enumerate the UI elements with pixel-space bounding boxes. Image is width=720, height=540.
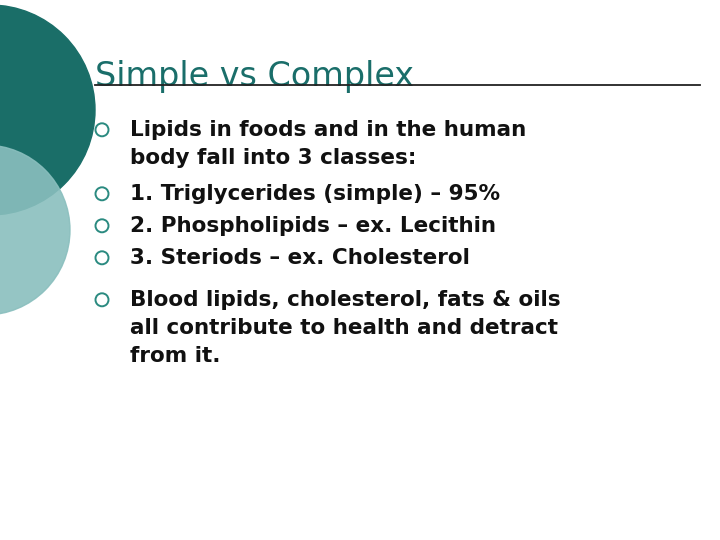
Text: 3. Steriods – ex. Cholesterol: 3. Steriods – ex. Cholesterol <box>130 248 470 268</box>
Text: Blood lipids, cholesterol, fats & oils: Blood lipids, cholesterol, fats & oils <box>130 290 561 310</box>
Circle shape <box>0 5 95 215</box>
Text: Lipids in foods and in the human: Lipids in foods and in the human <box>130 120 526 140</box>
Text: all contribute to health and detract: all contribute to health and detract <box>130 318 558 338</box>
Text: from it.: from it. <box>130 346 220 366</box>
Text: body fall into 3 classes:: body fall into 3 classes: <box>130 148 416 168</box>
Text: Simple vs Complex: Simple vs Complex <box>95 60 414 93</box>
Text: 1. Triglycerides (simple) – 95%: 1. Triglycerides (simple) – 95% <box>130 184 500 204</box>
Text: 2. Phospholipids – ex. Lecithin: 2. Phospholipids – ex. Lecithin <box>130 216 496 236</box>
Circle shape <box>0 145 70 315</box>
